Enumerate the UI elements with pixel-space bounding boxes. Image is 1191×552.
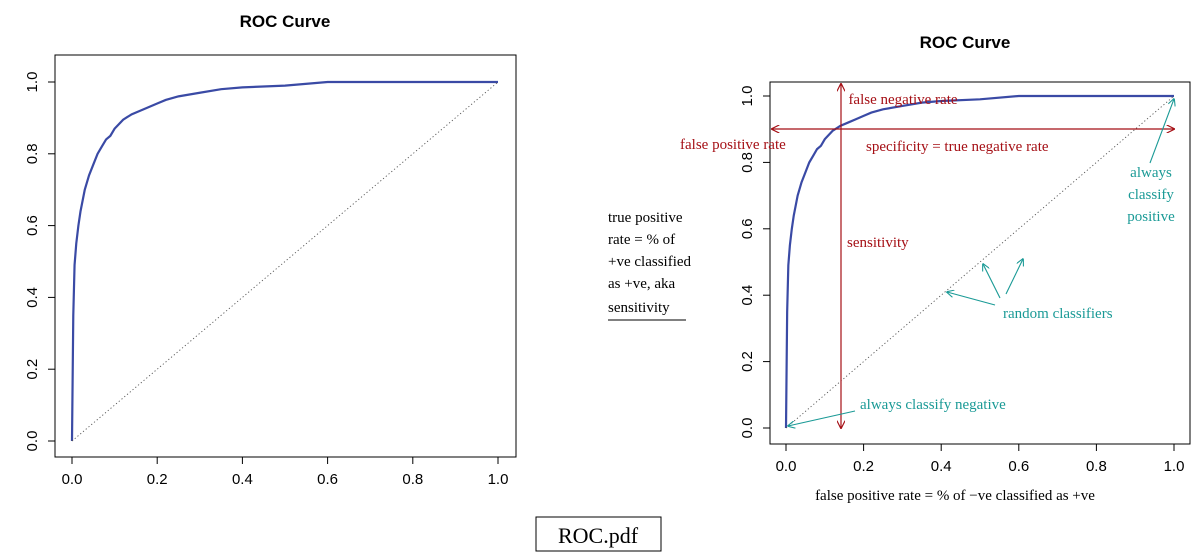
always-positive-arrow	[1149, 99, 1174, 164]
roc-curve-line	[784, 94, 1174, 429]
x-tick-label: 1.0	[488, 471, 509, 488]
y-tick-label: 1.0	[24, 72, 41, 93]
side-note-line-4: as +ve, aka	[608, 276, 676, 292]
x-tick-label: 0.2	[147, 471, 168, 488]
false-positive-rate-label: false positive rate	[680, 137, 786, 153]
left-y-axis: 0.0 0.2 0.4 0.6 0.8 1.0	[24, 72, 55, 452]
filename-box: ROC.pdf	[535, 516, 662, 552]
random-arrow-3	[1005, 259, 1023, 295]
y-tick-label: 0.0	[24, 431, 41, 452]
specificity-label: specificity = true negative rate	[866, 139, 1049, 155]
always-negative-label: always classify negative	[860, 397, 1006, 413]
right-x-axis-label: false positive rate = % of −ve classifie…	[815, 488, 1095, 504]
random-arrow-2	[983, 264, 1001, 299]
random-classifier-diagonal	[71, 81, 499, 442]
x-tick-label: 0.4	[232, 471, 253, 488]
random-classifiers-label: random classifiers	[1003, 306, 1113, 322]
random-arrow-1	[947, 292, 996, 306]
x-tick-label: 0.8	[1086, 458, 1107, 475]
random-classifier-diagonal	[785, 95, 1175, 429]
side-note-line-3: +ve classified	[608, 254, 692, 270]
sensitivity-label: sensitivity	[847, 235, 909, 251]
x-tick-label: 0.6	[317, 471, 338, 488]
x-tick-label: 0.4	[931, 458, 952, 475]
always-positive-line-1: always	[1130, 165, 1172, 181]
x-tick-label: 0.0	[776, 458, 797, 475]
left-plot-box	[54, 54, 517, 458]
right-chart-title: ROC Curve	[920, 33, 1011, 52]
right-plot-box	[769, 81, 1191, 445]
roc-curve-line	[70, 80, 498, 442]
left-x-axis: 0.0 0.2 0.4 0.6 0.8 1.0	[62, 457, 509, 488]
side-note-line-2: rate = % of	[608, 232, 675, 248]
y-tick-label: 0.8	[739, 152, 756, 173]
right-series-layer	[784, 94, 1175, 429]
always-negative-arrow	[788, 410, 856, 426]
right-x-axis: 0.0 0.2 0.4 0.6 0.8 1.0	[776, 444, 1185, 475]
side-note-line-5: sensitivity	[608, 300, 670, 316]
false-negative-rate-label: false negative rate	[848, 92, 957, 108]
filename-frame	[535, 516, 662, 552]
x-tick-label: 0.0	[62, 471, 83, 488]
y-tick-label: 0.6	[739, 218, 756, 239]
y-tick-label: 0.6	[24, 215, 41, 236]
right-y-axis: 0.0 0.2 0.4 0.6 0.8 1.0	[739, 86, 770, 439]
filename-label: ROC.pdf	[558, 523, 639, 548]
y-tick-label: 0.4	[24, 287, 41, 308]
side-note: true positive rate = % of +ve classified…	[608, 210, 692, 321]
x-tick-label: 0.6	[1008, 458, 1029, 475]
y-tick-label: 0.4	[739, 285, 756, 306]
left-chart: ROC Curve 0.0 0.2 0.4 0.6 0.8 1.0 0.00.20.40.…	[24, 12, 517, 488]
y-tick-label: 0.0	[739, 418, 756, 439]
right-chart: ROC Curve 0.0 0.2 0.4 0.6 0.8 1.0 0.00.20.40.…	[680, 33, 1191, 504]
left-chart-title: ROC Curve	[240, 12, 331, 31]
always-positive-line-3: positive	[1127, 209, 1175, 225]
y-tick-label: 0.8	[24, 143, 41, 164]
always-positive-line-2: classify	[1128, 187, 1174, 203]
y-tick-label: 1.0	[739, 86, 756, 107]
y-tick-label: 0.2	[24, 359, 41, 380]
left-series-layer	[70, 80, 499, 442]
x-tick-label: 0.2	[853, 458, 874, 475]
x-tick-label: 1.0	[1164, 458, 1185, 475]
x-tick-label: 0.8	[402, 471, 423, 488]
y-tick-label: 0.2	[739, 351, 756, 372]
side-note-line-1: true positive	[608, 210, 683, 226]
